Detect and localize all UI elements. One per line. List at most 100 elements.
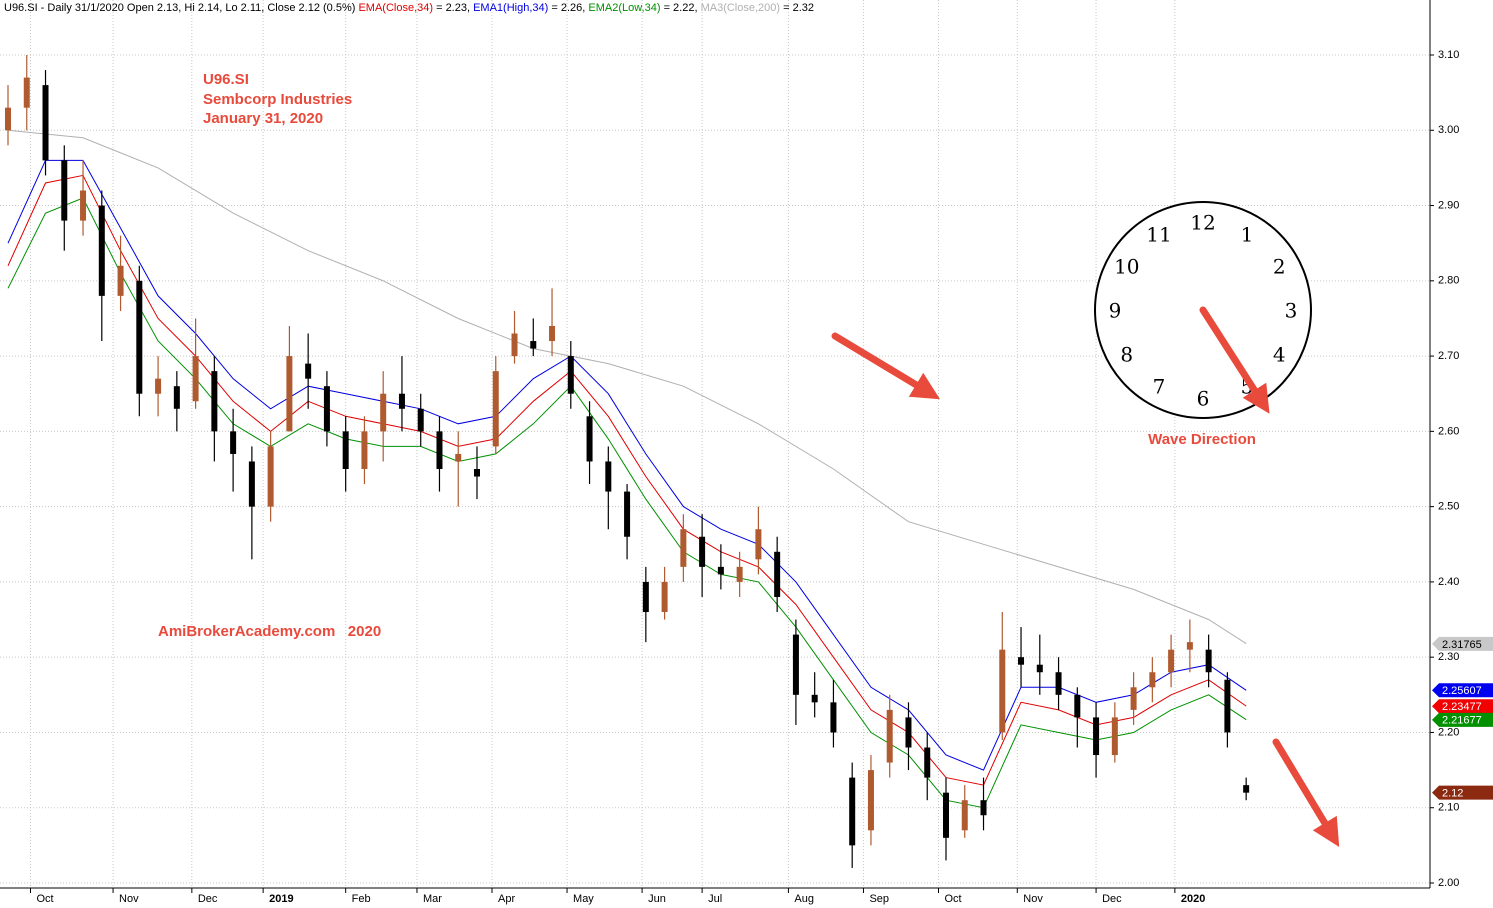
clock-number: 4	[1273, 343, 1286, 367]
candle-body	[136, 280, 143, 394]
x-tick-label: May	[573, 893, 594, 905]
candle-body	[811, 694, 818, 703]
candle-body	[286, 356, 293, 432]
candle-body	[755, 529, 762, 560]
y-tick-label: 3.00	[1438, 124, 1459, 136]
candle-body	[1149, 672, 1156, 688]
clock-number: 3	[1285, 299, 1298, 323]
x-tick-label: Dec	[1102, 893, 1122, 905]
price-tag-label: 2.12	[1442, 788, 1463, 800]
candle-body	[342, 431, 349, 469]
candle-body	[61, 160, 68, 221]
indicator-line	[7, 129, 1247, 645]
header-part: EMA1(High,34)	[473, 2, 548, 14]
candle-body	[792, 634, 799, 695]
ticker: U96.SI	[203, 71, 249, 88]
candle-body	[942, 792, 949, 838]
price-tag	[1432, 699, 1493, 714]
clock-number: 6	[1197, 387, 1210, 411]
trend-arrow	[1272, 738, 1340, 847]
candle-body	[361, 431, 368, 469]
price-tag-label: 2.21677	[1442, 715, 1482, 727]
candle-body	[417, 408, 424, 432]
candle-body	[1036, 664, 1043, 673]
candle-body	[1224, 679, 1231, 733]
clock-number: 2	[1273, 255, 1286, 279]
candle-body	[1130, 687, 1137, 710]
clock-number: 10	[1114, 255, 1139, 279]
candle-body	[905, 717, 912, 748]
candle-body	[380, 393, 387, 432]
header-part: EMA2(Low,34)	[588, 2, 660, 14]
candle-body	[661, 581, 668, 613]
price-tag-label: 2.25607	[1442, 685, 1482, 697]
y-tick-label: 2.20	[1438, 726, 1459, 738]
plot-area	[5, 55, 1250, 868]
x-tick-label: 2020	[1181, 893, 1205, 905]
wave-direction: Wave Direction	[1148, 431, 1256, 448]
candle-body	[323, 386, 330, 432]
y-tick-label: 2.30	[1438, 651, 1459, 663]
y-tick-label: 3.10	[1438, 49, 1459, 61]
x-tick-label: Dec	[198, 893, 218, 905]
candle-body	[867, 770, 874, 831]
candle-body	[1205, 649, 1212, 673]
x-tick-label: Jul	[708, 893, 722, 905]
x-tick-label: Feb	[352, 893, 371, 905]
date: January 31, 2020	[203, 110, 323, 127]
header-part: = 2.32	[780, 2, 814, 14]
x-tick-label: Mar	[423, 893, 442, 905]
y-tick-label: 2.50	[1438, 501, 1459, 513]
candle-body	[98, 205, 105, 296]
y-tick-label: 2.10	[1438, 802, 1459, 814]
clock-number: 7	[1153, 375, 1166, 399]
clock-number: 12	[1190, 211, 1215, 235]
x-tick-label: Apr	[498, 893, 515, 905]
price-tag	[1432, 636, 1493, 651]
x-tick-label: Nov	[1023, 893, 1043, 905]
candle-body	[642, 581, 649, 613]
candle-body	[267, 446, 274, 507]
candle-body	[830, 702, 837, 733]
candle-body	[211, 371, 218, 432]
x-tick-label: Jun	[648, 893, 666, 905]
candle-body	[717, 566, 724, 575]
candle-body	[511, 333, 518, 357]
header-part: = 2.26,	[548, 2, 588, 14]
y-tick-label: 2.90	[1438, 199, 1459, 211]
watermark: AmiBrokerAcademy.com 2020	[158, 623, 381, 640]
candle-body	[549, 325, 556, 342]
header-part: = 2.22,	[661, 2, 701, 14]
y-tick-label: 2.40	[1438, 576, 1459, 588]
candle-body	[924, 747, 931, 778]
candle-body	[849, 777, 856, 846]
candle-body	[1093, 717, 1100, 756]
trend-arrow	[831, 332, 940, 400]
candle-body	[436, 431, 443, 469]
price-tag	[1432, 683, 1493, 698]
candle-body	[699, 536, 706, 567]
price-tag-label: 2.23477	[1442, 701, 1482, 713]
price-tag	[1432, 785, 1493, 800]
y-tick-label: 2.00	[1438, 877, 1459, 889]
candle-body	[1111, 717, 1118, 756]
candle-body	[173, 386, 180, 409]
candle-body	[530, 341, 537, 349]
company: Sembcorp Industries	[203, 91, 352, 108]
candle-body	[230, 431, 237, 454]
header-part: EMA(Close,34)	[358, 2, 433, 14]
candle-body	[80, 190, 87, 221]
candle-body	[23, 77, 30, 108]
x-tick-label: Oct	[944, 893, 961, 905]
x-tick-label: Aug	[794, 893, 814, 905]
candle-body	[1243, 785, 1250, 793]
candle-body	[567, 356, 574, 394]
price-tag	[1432, 712, 1493, 727]
clock-number: 1	[1241, 222, 1254, 246]
candle-body	[774, 551, 781, 597]
x-tick-label: 2019	[269, 893, 293, 905]
candle-body	[117, 265, 124, 296]
candle-body	[1018, 657, 1025, 665]
y-tick-label: 2.80	[1438, 275, 1459, 287]
